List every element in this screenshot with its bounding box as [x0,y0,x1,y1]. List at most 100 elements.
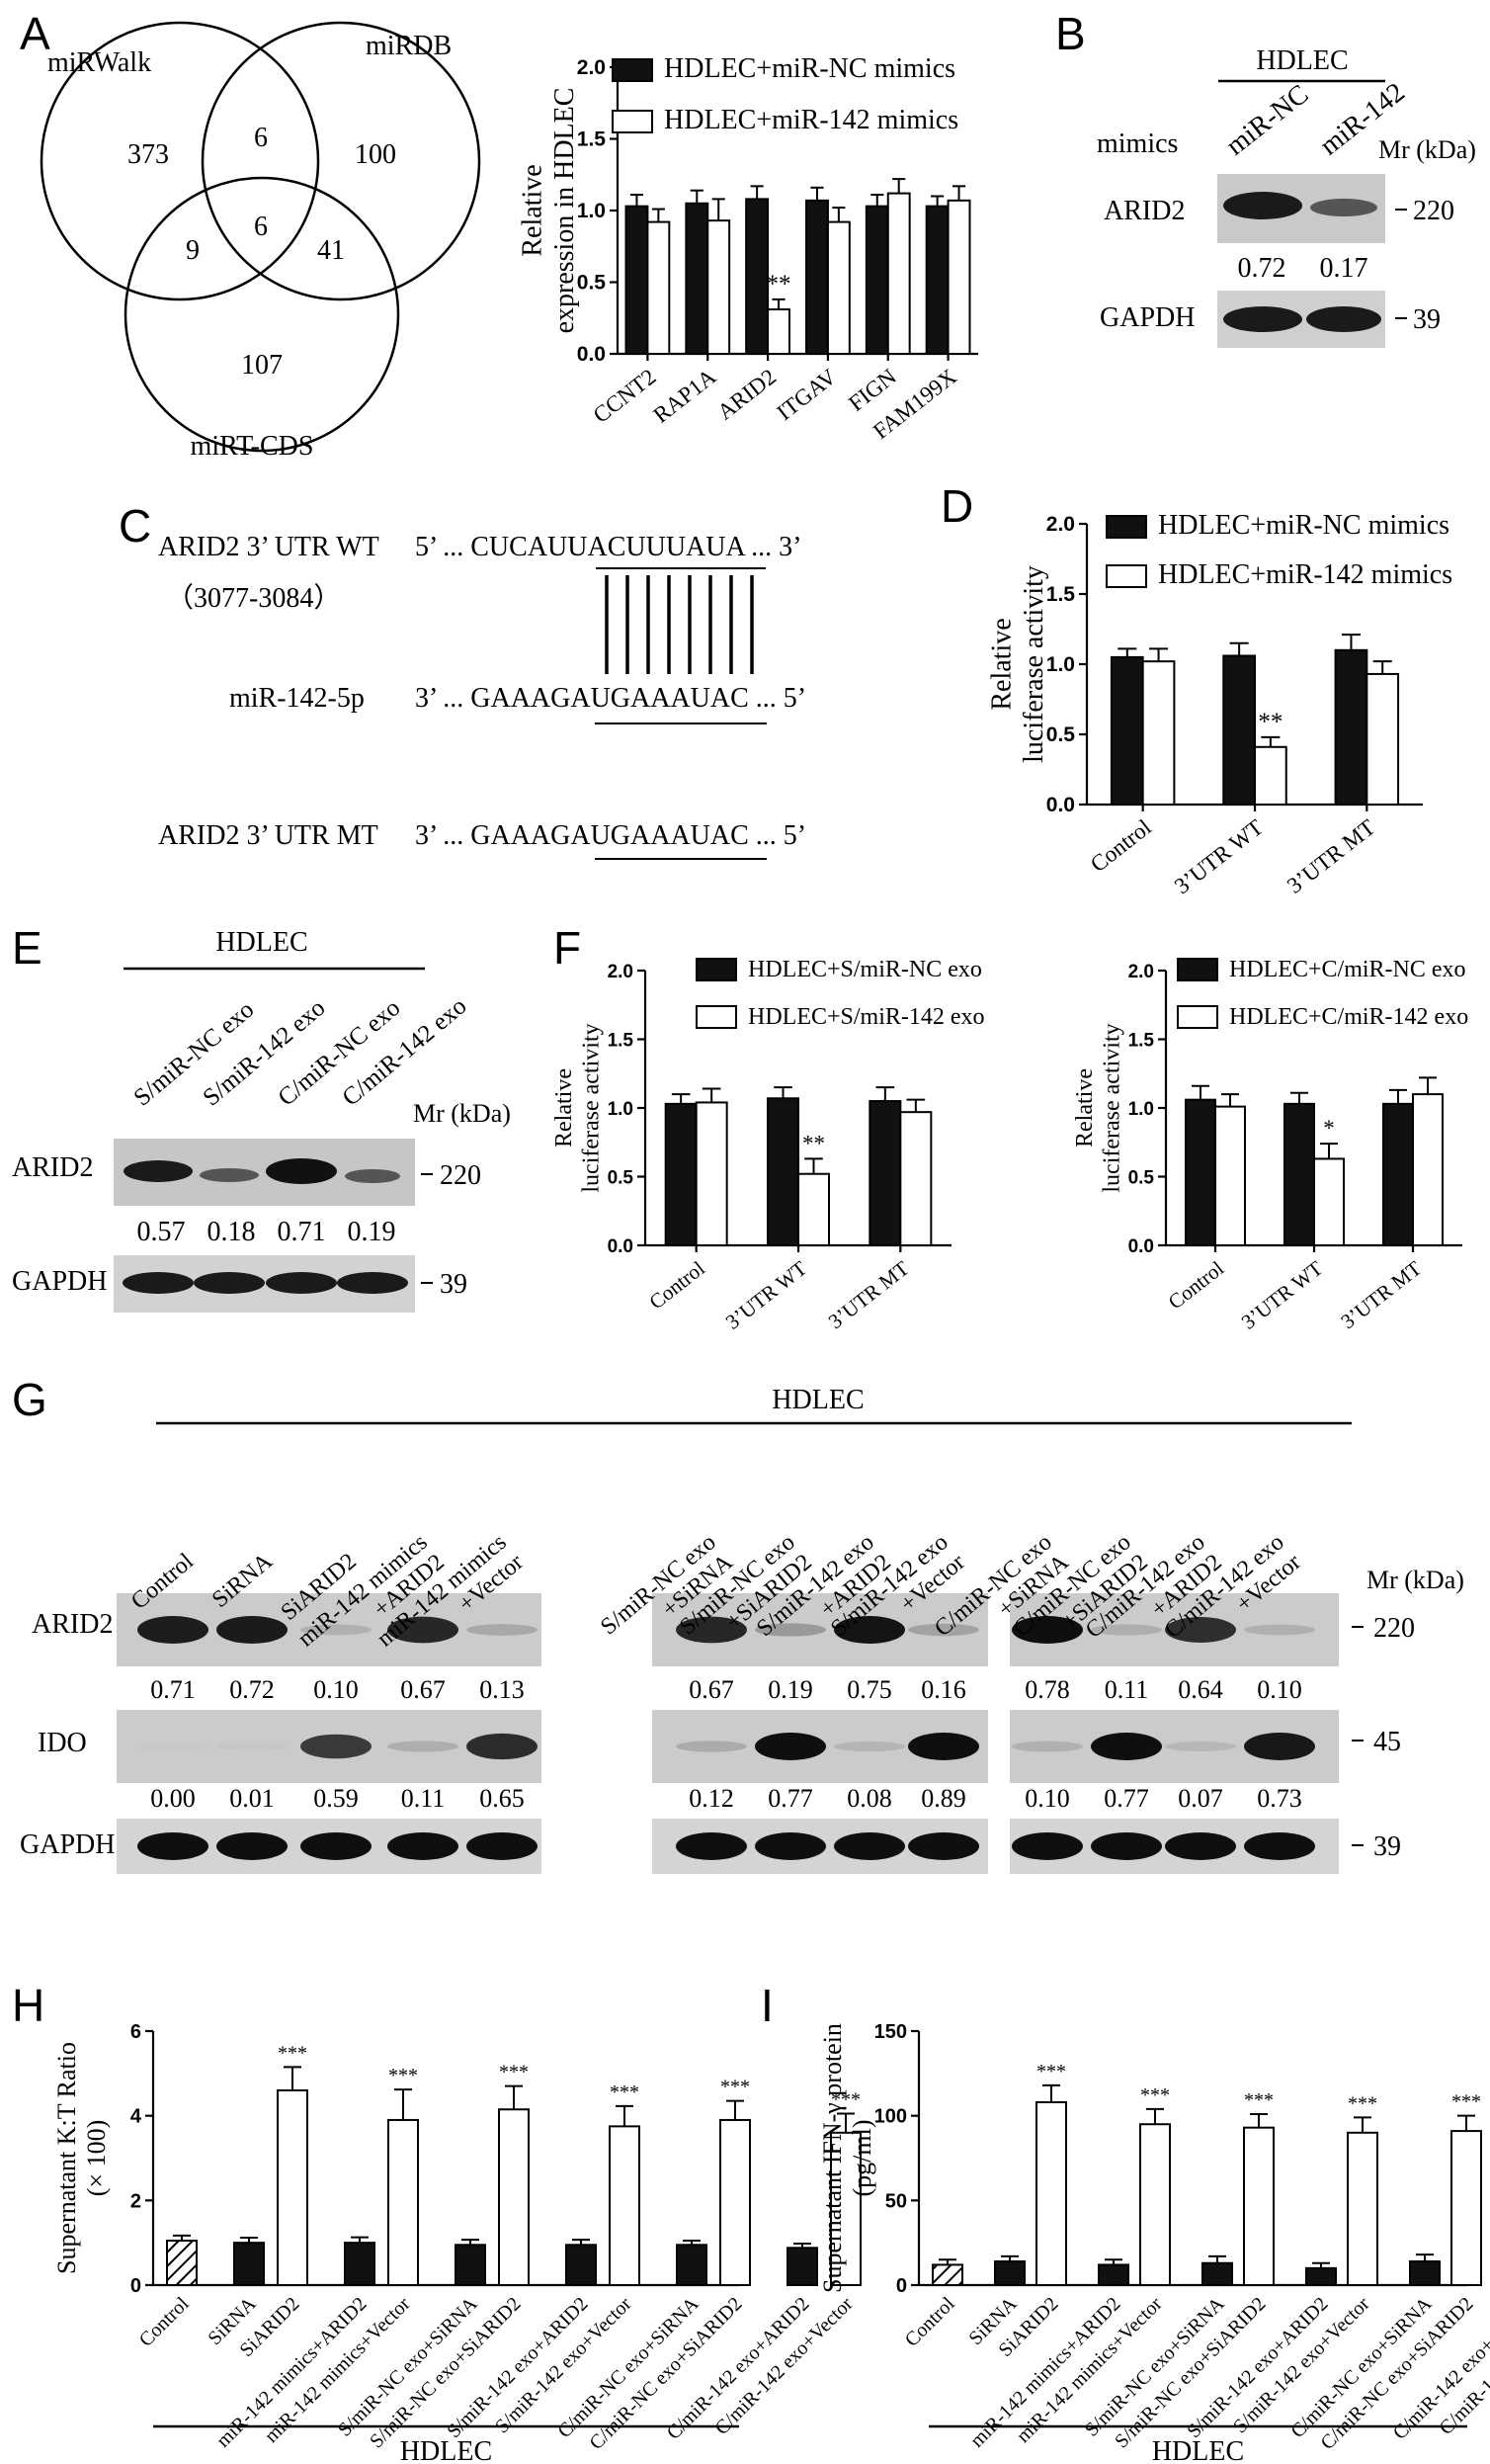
blot-band [466,1832,538,1860]
bar [695,1101,728,1246]
sequence-alignment: ARID2 3’ UTR WT （3077-3084） 5’ ... CUCAU… [158,532,806,860]
blot-band [200,1168,259,1182]
bar [1450,2130,1482,2286]
panel-label-g: G [12,1374,47,1425]
blot-e-mr: Mr (kDa) [413,1099,511,1128]
legend-label: HDLEC+S/miR-NC exo [748,957,982,982]
bar [1409,2260,1441,2287]
x-tick-label: 3’UTR WT [721,1256,811,1334]
blot-band [834,1741,905,1752]
blot-band [1223,306,1302,332]
blot-g-kda: 220 [1373,1613,1415,1644]
blot-band [387,1741,458,1752]
seq-wt-position: （3077-3084） [166,582,341,614]
y-tick-label: 100 [874,2106,907,2128]
bar [1347,2131,1378,2287]
bar [646,220,671,355]
bar [1185,1098,1216,1247]
bar [455,2244,486,2287]
blot-g-quant: 0.72 [229,1675,275,1704]
panel-label-a: A [20,8,50,59]
significance-mark: *** [1036,2061,1066,2082]
blot-b-row-label: mimics [1097,128,1178,159]
significance-mark: *** [610,2082,639,2103]
blot-band [266,1158,337,1184]
bar [719,2118,751,2286]
chart-f-left-luciferase: 0.0 0.5 1.0 1.5 2.0 Relativeluciferase activi… [551,957,985,1334]
bar [706,219,731,355]
y-axis-label-line: (pg/ml) [848,2120,876,2197]
venn-count: 6 [254,212,268,242]
blot-band [1310,199,1377,216]
bar [1412,1093,1444,1246]
blot-g-quant: 0.10 [1257,1675,1302,1704]
blot-g-header: HDLEC [772,1385,864,1415]
blot-g-quant: 0.19 [768,1675,813,1704]
x-tick-label: Control [1164,1256,1228,1315]
blot-g-quant: 0.67 [689,1675,734,1704]
bar [624,205,649,355]
bar [767,1097,799,1247]
blot-b-mr: Mr (kDa) [1378,135,1476,164]
bar [676,2244,707,2287]
blot-g-quant: 0.12 [689,1784,734,1813]
significance-mark: * [1323,1116,1335,1141]
x-tick-label: 3’UTR MT [824,1256,914,1333]
blot-g-mr: Mr (kDa) [1366,1566,1464,1594]
x-tick-label: CCNT2 [589,364,661,428]
blot-b-quant: 0.17 [1320,253,1368,284]
legend-swatch [696,1005,737,1029]
panel-label-e: E [12,922,42,974]
y-tick-label: 0.0 [577,343,606,366]
y-tick-label: 0.0 [1128,1236,1154,1257]
blot-g-band-arid2: ARID2 [32,1609,113,1640]
blot-g-quant: 0.10 [1025,1784,1070,1813]
bar [767,308,790,355]
panel-label-c: C [119,500,151,552]
legend-swatch [1177,1005,1218,1029]
y-tick-label: 0.5 [1046,723,1076,746]
bar [277,2088,308,2286]
y-tick-label: 1.5 [577,128,607,151]
blot-g-quant: 0.71 [150,1675,196,1704]
blot-e-quant: 0.57 [137,1217,186,1247]
blot-e-quant: 0.18 [207,1217,256,1247]
panel-label-f: F [553,922,581,974]
legend-label: HDLEC+miR-142 mimics [664,105,958,135]
significance-mark: *** [1244,2089,1274,2111]
blot-band [834,1832,905,1860]
blot-band [300,1832,372,1860]
seq-mir-label: miR-142-5p [229,683,365,714]
panel-label-i: I [761,1980,774,2031]
blot-b-lane: miR-NC [1220,79,1314,162]
legend-label: HDLEC+C/miR-NC exo [1229,957,1466,982]
y-tick-label: 2 [130,2190,141,2212]
x-tick-label: Control [135,2293,194,2351]
y-axis-label-line: Relative [518,164,548,256]
legend-swatch [1177,958,1218,981]
venn-count: 9 [186,235,200,266]
x-tick-label: ARID2 [712,364,781,424]
blot-g-band-ido: IDO [38,1728,87,1758]
legend-swatch [696,958,737,981]
panel-label-b: B [1055,8,1086,59]
panel-label-h: H [12,1980,44,2031]
blot-g-quant: 0.10 [313,1675,359,1704]
x-tick-label: Control [901,2293,959,2351]
blot-b-header: HDLEC [1256,45,1348,76]
blot-band [1244,1733,1315,1760]
bar [826,220,851,355]
bar [886,192,911,355]
bar [1110,655,1144,807]
legend-swatch [612,110,653,133]
blot-e-quant: 0.71 [278,1217,326,1247]
y-tick-label: 6 [130,2021,141,2043]
blot-band [387,1832,458,1860]
blot-g-quant: 0.11 [401,1784,446,1813]
seq-mir: 3’ ... GAAAGAUGAAAUAC ... 5’ [415,683,806,714]
y-tick-label: 2.0 [1128,962,1154,982]
significance-mark: ** [802,1131,825,1155]
blot-band [1244,1624,1315,1636]
